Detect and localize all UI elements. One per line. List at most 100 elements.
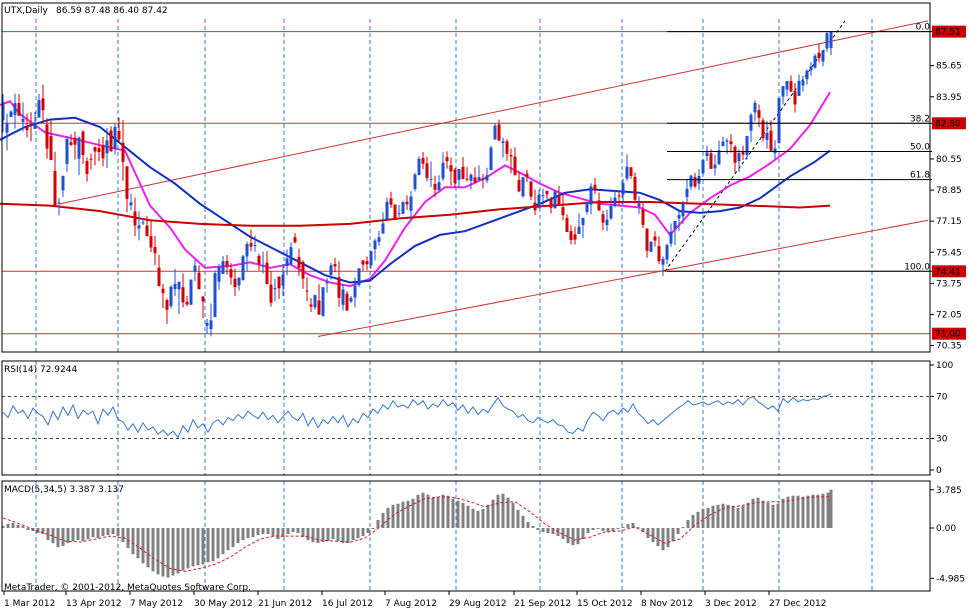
candle-body [765,132,769,140]
candle-body [21,118,25,122]
candle-body [449,165,453,172]
candle-body [349,297,353,302]
candle-body [97,147,101,153]
candle-body [253,244,257,246]
candle-body [181,287,185,303]
macd-histogram-bar [516,509,520,528]
macd-axis-label: -4.985 [936,574,965,584]
macd-histogram-bar [481,508,485,528]
candle-body [17,102,21,116]
macd-histogram-bar [421,492,425,528]
candle-body [273,288,277,290]
candle-body [369,251,373,266]
candle-body [13,103,17,115]
macd-histogram-bar [221,528,225,555]
macd-histogram-bar [121,528,125,543]
candle-body [153,246,157,254]
macd-histogram-bar [166,528,170,578]
macd-panel[interactable] [1,489,833,578]
candle-body [781,86,785,97]
candle-body [565,217,569,232]
candle-body [341,289,345,305]
macd-histogram-bar [216,528,220,559]
candle-body [9,111,13,118]
macd-histogram-bar [231,528,235,548]
trend-line [664,20,846,272]
macd-histogram-bar [741,505,745,528]
macd-histogram-bar [426,494,430,528]
macd-histogram-bar [826,492,830,528]
candle-body [685,188,689,198]
candle-body [81,131,85,155]
macd-axis-label: 0.00 [936,524,956,534]
candle-body [229,269,233,278]
macd-histogram-bar [206,528,210,563]
macd-histogram-bar [211,528,215,562]
macd-histogram-bar [806,495,810,528]
macd-histogram-bar [321,528,325,543]
candle-body [609,205,613,219]
candle-body [189,279,193,305]
macd-title: MACD(5,34,5) 3.387 3.137 [4,485,124,495]
candle-body [137,225,141,229]
fibonacci-retracement[interactable]: 0.0 38.2 50.0 61.8 100.0 [667,23,932,273]
macd-histogram-bar [261,528,265,535]
macd-histogram-bar [786,496,790,528]
time-axis-label: 29 Aug 2012 [449,599,507,609]
fibo-level-label: 100.0 [904,262,930,272]
copyright-footer: MetaTrader, © 2001-2012, MetaQuotes Soft… [4,583,251,593]
macd-histogram-bar [71,528,75,542]
price-axis-label: 80.55 [936,155,962,165]
candle-body [753,102,757,113]
macd-histogram-bar [651,528,655,543]
candle-body [49,136,53,161]
macd-histogram-bar [181,528,185,571]
candle-body [561,207,565,216]
macd-histogram-bar [26,528,30,531]
macd-histogram-bar [156,528,160,575]
time-axis-label: 16 Jul 2012 [322,599,373,609]
macd-histogram-bar [381,512,385,528]
rsi-panel[interactable] [2,393,930,439]
rsi-line [2,393,832,439]
candle-body [537,194,541,209]
price-badge [932,327,966,340]
macd-histogram-bar [386,507,390,528]
macd-histogram-bar [431,497,435,528]
candle-body [733,146,737,163]
candle-body [705,152,709,157]
candle-body [345,293,349,311]
macd-histogram-bar [246,528,250,539]
candle-body [529,181,533,197]
candle-body [389,198,393,205]
candle-body [385,201,389,220]
candle-body [313,295,317,308]
macd-histogram-bar [456,500,460,528]
macd-histogram-bar [561,528,565,540]
price-axis-label: 78.85 [936,186,962,196]
macd-histogram-bar [331,528,335,540]
candle-body [597,200,601,211]
macd-axis-label: 3.785 [936,486,962,496]
candle-body [89,158,93,160]
candle-body [629,167,633,176]
candle-body [93,146,97,152]
rsi-axis-label: 100 [936,361,953,371]
candle-body [65,139,69,164]
candle-body [645,228,649,251]
candle-body [545,190,549,195]
candle-body [53,171,57,206]
macd-histogram-bar [451,498,455,528]
candle-body [829,31,833,49]
macd-histogram-bar [546,528,550,534]
candle-body [377,237,381,242]
macd-histogram-bar [701,508,705,528]
candle-body [745,135,749,156]
candle-body [401,202,405,214]
candle-body [125,166,129,199]
macd-histogram-bar [606,528,610,533]
candle-body [417,158,421,176]
time-axis-label: 21 Sep 2012 [514,599,571,609]
macd-histogram-bar [696,511,700,528]
